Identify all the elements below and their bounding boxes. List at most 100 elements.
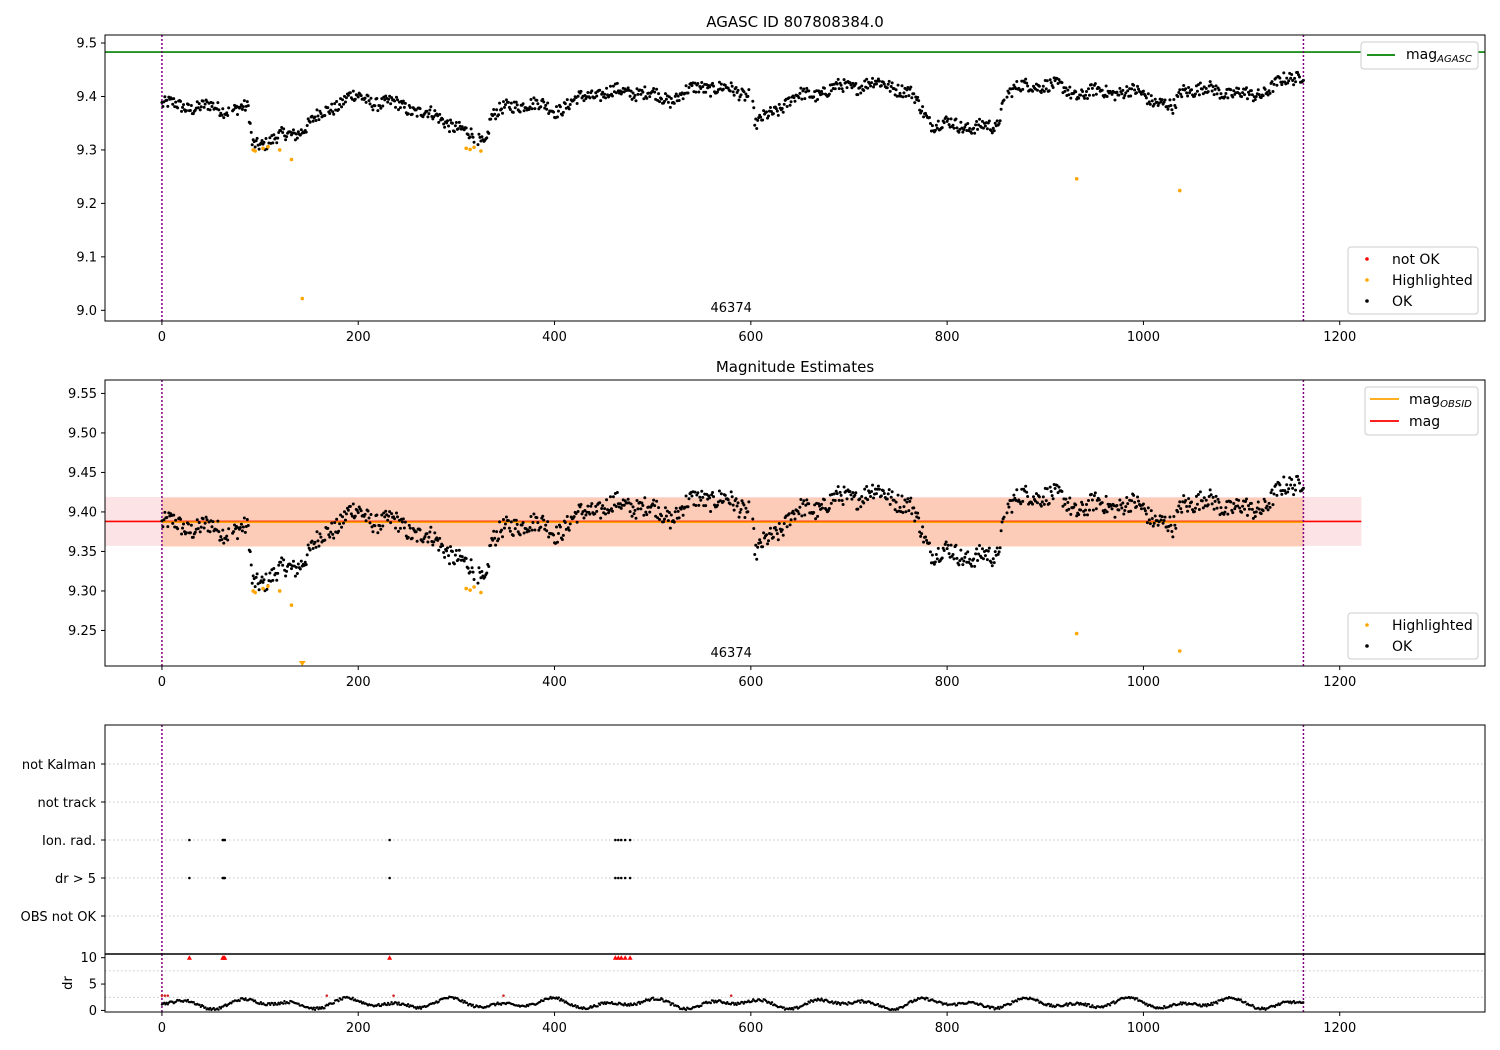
ok-point — [1197, 93, 1201, 97]
ok-point — [181, 105, 185, 109]
ok-point — [737, 515, 741, 519]
ok-point — [886, 492, 890, 496]
ok-point — [456, 558, 460, 562]
ok-point — [1012, 493, 1016, 497]
ok-point — [564, 527, 568, 531]
ok-point — [1089, 492, 1093, 496]
ok-point — [1297, 75, 1301, 79]
p4-xtick-label: 1200 — [1323, 1021, 1356, 1036]
ok-point — [595, 94, 599, 98]
ok-point — [898, 505, 902, 509]
ok-point — [775, 109, 779, 113]
ok-point — [894, 500, 898, 504]
ok-point — [1104, 494, 1108, 498]
ok-point — [552, 533, 556, 537]
ok-point — [1090, 86, 1094, 90]
ok-point — [1077, 96, 1081, 100]
ok-point — [165, 515, 169, 519]
ok-point — [1079, 508, 1083, 512]
ok-point — [643, 85, 647, 89]
ok-point — [180, 109, 184, 113]
ok-point — [340, 105, 344, 109]
ok-point — [1186, 509, 1190, 513]
ok-point — [1086, 87, 1090, 91]
ok-point — [561, 110, 565, 114]
ok-point — [280, 556, 284, 560]
ok-point — [363, 512, 367, 516]
p4-xtick-label: 600 — [738, 1021, 763, 1036]
ok-point — [1148, 522, 1152, 526]
ok-point — [1044, 499, 1048, 503]
ok-point — [328, 535, 332, 539]
dr-point — [1143, 1001, 1146, 1004]
ok-point — [389, 102, 393, 106]
ok-point — [869, 494, 873, 498]
ok-point — [371, 108, 375, 112]
dr-point — [415, 1007, 418, 1010]
ok-point — [1247, 507, 1251, 511]
legend-label: OK — [1392, 294, 1413, 310]
ok-point — [327, 533, 331, 537]
dr-point — [1251, 1003, 1254, 1007]
ok-point — [833, 87, 837, 91]
ok-point — [1151, 524, 1155, 528]
ok-point — [773, 526, 777, 530]
ok-point — [910, 96, 914, 100]
ok-point — [1113, 98, 1117, 102]
ok-point — [520, 523, 524, 527]
ok-point — [1301, 78, 1305, 82]
ok-point — [1219, 92, 1223, 96]
dr-point — [782, 1006, 786, 1009]
ok-point — [227, 527, 231, 531]
highlighted-point — [300, 296, 305, 301]
ok-point — [945, 119, 949, 123]
ok-point — [905, 88, 909, 92]
ok-point — [452, 562, 456, 566]
ok-point — [634, 99, 638, 103]
ok-point — [766, 539, 770, 543]
ok-point — [877, 79, 881, 83]
ok-point — [368, 102, 372, 106]
ok-point — [586, 91, 590, 95]
ok-point — [600, 507, 604, 511]
ok-point — [944, 115, 948, 119]
ok-point — [576, 94, 580, 98]
ok-point — [1272, 492, 1276, 496]
ok-point — [250, 581, 254, 585]
ok-point — [1229, 500, 1233, 504]
p4-ytick-label: 10 — [80, 951, 97, 966]
ok-point — [662, 99, 666, 103]
ok-point — [426, 540, 430, 544]
ok-point — [480, 569, 484, 573]
ok-point — [802, 499, 806, 503]
ok-point — [1123, 508, 1127, 512]
dr-point — [419, 1007, 423, 1010]
ok-point — [964, 552, 968, 556]
ok-point — [332, 536, 336, 540]
ok-point — [429, 525, 433, 529]
ok-point — [674, 506, 678, 510]
ok-point — [1064, 86, 1068, 90]
ok-point — [191, 535, 195, 539]
ok-point — [1186, 94, 1190, 98]
ok-point — [530, 107, 534, 111]
dr-point — [643, 1000, 647, 1003]
ok-point — [371, 530, 375, 534]
ok-point — [1287, 79, 1291, 83]
ok-point — [545, 529, 549, 533]
ok-point — [242, 99, 246, 103]
ok-point — [1198, 81, 1202, 85]
ok-point — [925, 538, 929, 542]
ok-point — [973, 131, 977, 135]
ok-point — [211, 520, 215, 524]
ok-point — [1184, 499, 1188, 503]
ok-point — [1240, 95, 1244, 99]
ok-point — [337, 108, 341, 112]
dr-point — [465, 1001, 469, 1005]
dr-clip-marker — [387, 955, 393, 960]
ok-point — [1159, 518, 1163, 522]
ok-point — [494, 543, 498, 547]
ok-point — [1190, 500, 1194, 504]
ok-point — [1130, 87, 1134, 91]
p1-xtick-label: 400 — [542, 330, 567, 345]
